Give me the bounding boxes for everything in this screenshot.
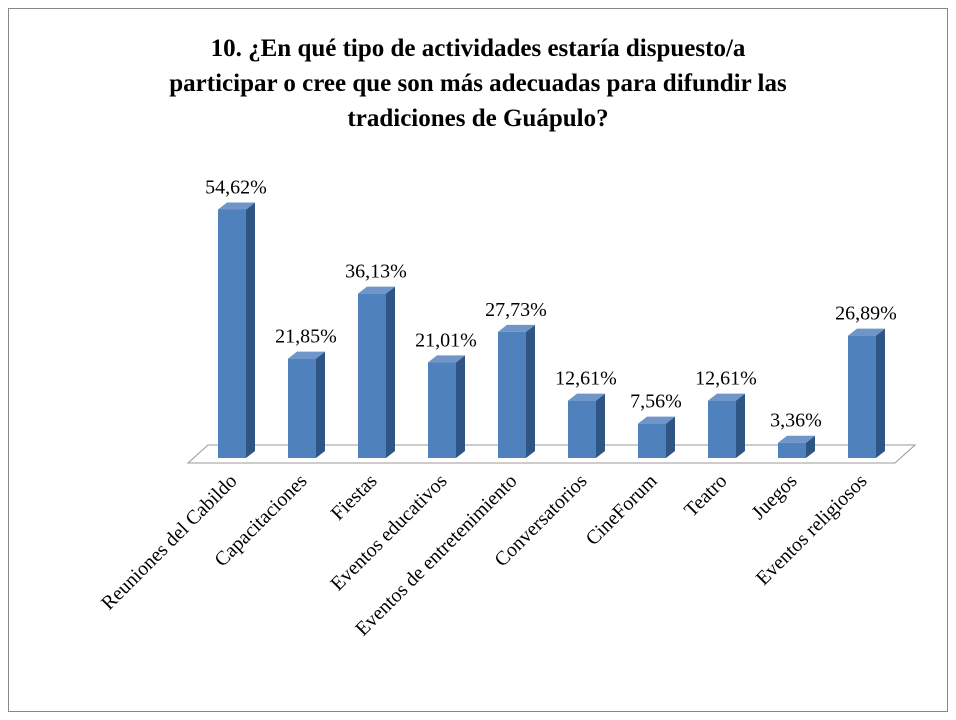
bar-face	[428, 355, 465, 363]
bar-face	[288, 351, 325, 359]
bar-face	[288, 358, 316, 458]
bar	[498, 324, 535, 458]
bar	[638, 416, 675, 458]
bar	[778, 435, 815, 458]
bar-face	[708, 393, 745, 401]
bar	[848, 328, 885, 458]
bar-face	[596, 393, 605, 458]
bar-face	[736, 393, 745, 458]
data-label: 21,85%	[275, 326, 337, 348]
bar	[568, 393, 605, 458]
bar-face	[218, 202, 255, 210]
bar-face	[666, 416, 675, 458]
data-label: 27,73%	[485, 299, 547, 321]
bar	[288, 351, 325, 458]
bar-face	[568, 393, 605, 401]
chart-frame	[8, 8, 948, 712]
data-label: 7,56%	[630, 391, 682, 413]
bar-face	[778, 442, 806, 458]
chart-title: tradiciones de Guápulo?	[347, 105, 608, 132]
bar-face	[498, 331, 526, 458]
bar-face	[316, 351, 325, 458]
bar-face	[498, 324, 535, 332]
data-label: 54,62%	[205, 176, 267, 198]
bar-face	[778, 435, 815, 443]
bar-face	[638, 416, 675, 424]
bar	[708, 393, 745, 458]
bar-face	[246, 202, 255, 458]
data-label: 36,13%	[345, 261, 407, 283]
data-label: 12,61%	[695, 368, 757, 390]
bar-face	[358, 293, 386, 458]
chart-title: 10. ¿En qué tipo de actividades estaría …	[211, 35, 746, 62]
data-label: 26,89%	[835, 303, 897, 325]
bar-face	[386, 286, 395, 458]
bar-face	[568, 400, 596, 458]
data-label: 21,01%	[415, 329, 477, 351]
bar-face	[456, 355, 465, 458]
chart-title: participar o cree que son más adecuadas …	[169, 70, 787, 97]
bar	[428, 355, 465, 458]
bar-face	[218, 209, 246, 458]
bar-face	[876, 328, 885, 458]
data-label: 12,61%	[555, 368, 617, 390]
bar-face	[806, 435, 815, 458]
bar-face	[708, 400, 736, 458]
bar-face	[848, 328, 885, 336]
bar-face	[848, 335, 876, 458]
bar-face	[526, 324, 535, 458]
bar-face	[358, 286, 395, 294]
bar-face	[638, 423, 666, 458]
bar	[358, 286, 395, 458]
bar	[218, 202, 255, 458]
bar-face	[428, 362, 456, 458]
data-label: 3,36%	[770, 410, 822, 432]
